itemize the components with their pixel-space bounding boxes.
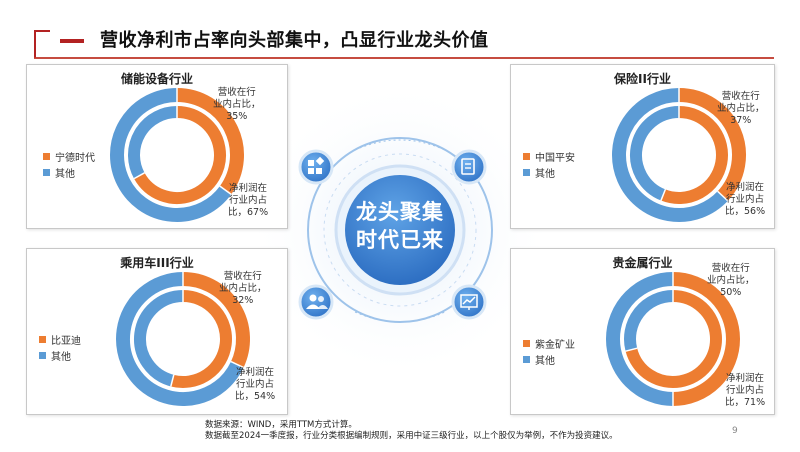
profit-share-label: 净利润在 行业内占 比，56% <box>725 182 766 217</box>
slide-title: 营收净利市占率向头部集中，凸显行业龙头价值 <box>100 30 489 51</box>
legend-item-others: 其他 <box>39 347 81 363</box>
profit-ring-separator <box>133 172 145 180</box>
profit-ring-others-segment <box>134 290 184 387</box>
center-slogan-line2: 时代已来 <box>356 228 444 252</box>
chart-legend: 比亚迪 其他 <box>39 331 81 363</box>
legend-label: 其他 <box>535 168 555 180</box>
legend-swatch <box>523 355 530 363</box>
users-icon <box>298 284 334 320</box>
legend-label: 其他 <box>51 351 71 363</box>
panel-passenger-car: 乘用车III行业 比亚迪 其他 营收在行 业内占比， 32% 净利润在 行业内占 比，5… <box>26 248 288 415</box>
revenue-ring-others-segment <box>116 272 244 406</box>
legend-item-leader: 比亚迪 <box>39 331 81 347</box>
revenue-ring-separator <box>717 190 729 202</box>
legend-swatch <box>39 335 46 343</box>
legend-label: 比亚迪 <box>51 335 81 347</box>
legend-item-leader: 紫金矿业 <box>523 335 575 351</box>
revenue-share-label: 营收在行 业内占比， 37% <box>717 91 765 126</box>
profit-ring-others-segment <box>624 290 674 352</box>
source-line-2: 数据截至2024一季度报，行业分类根据编制规则，采用中证三级行业，以上个股仅为举… <box>205 431 618 441</box>
chart-legend: 宁德时代 其他 <box>43 148 95 180</box>
profit-ring-leader-segment <box>134 106 226 204</box>
revenue-ring-separator <box>219 185 232 195</box>
profit-ring-separator <box>625 347 638 352</box>
legend-label: 紫金矿业 <box>535 339 575 351</box>
chart-legend: 紫金矿业 其他 <box>523 335 575 367</box>
revenue-ring-others-segment <box>110 88 232 222</box>
legend-item-leader: 宁德时代 <box>43 148 95 164</box>
profit-ring-separator <box>660 189 667 201</box>
revenue-ring-others-segment <box>606 272 674 406</box>
revenue-ring-separator <box>230 360 244 369</box>
legend-swatch <box>39 351 46 359</box>
profit-ring-leader-segment <box>625 290 722 388</box>
profit-share-label: 净利润在 行业内占 比，71% <box>725 373 766 408</box>
profit-ring-separator <box>170 374 175 387</box>
orbit-arrow-bottom <box>354 311 446 323</box>
revenue-share-label: 营收在行 业内占比， 35% <box>213 87 261 122</box>
core-circle <box>345 175 455 285</box>
panel-title: 乘用车III行业 <box>120 256 194 270</box>
donut-chart <box>612 88 746 222</box>
legend-swatch <box>523 152 530 160</box>
orbit-arrow-top <box>354 139 446 151</box>
panel-energy-storage: 储能设备行业 宁德时代 其他 营收在行 业内占比， 35% 净利润在 行业内占 比，67… <box>26 64 288 229</box>
panel-insurance: 保险II行业 中国平安 其他 营收在行 业内占比， 37% 净利润在 行业内占 比，56… <box>510 64 775 229</box>
donut-chart <box>110 88 244 222</box>
revenue-ring-others-segment <box>612 88 728 222</box>
legend-label: 中国平安 <box>535 152 575 164</box>
data-source-note: 数据来源：WIND，采用TTM方式计算。 数据截至2024一季度报，行业分类根据… <box>205 420 618 442</box>
panel-title: 保险II行业 <box>614 72 671 86</box>
profit-ring-leader-segment <box>660 106 728 204</box>
profit-ring-others-segment <box>630 106 680 201</box>
profit-share-label: 净利润在 行业内占 比，67% <box>228 183 269 218</box>
panel-title: 储能设备行业 <box>120 72 193 86</box>
source-line-1: 数据来源：WIND，采用TTM方式计算。 <box>205 420 357 430</box>
title-dash-decoration <box>60 39 84 43</box>
legend-item-leader: 中国平安 <box>523 148 575 164</box>
chart-legend: 中国平安 其他 <box>523 148 575 180</box>
revenue-ring-leader-segment <box>678 88 746 201</box>
revenue-ring-leader-segment <box>176 88 244 195</box>
title-bracket-decoration <box>34 30 50 58</box>
donut-chart <box>606 272 740 406</box>
slide-header: 营收净利市占率向头部集中，凸显行业龙头价值 <box>0 0 800 62</box>
legend-item-others: 其他 <box>43 164 95 180</box>
chart-icon <box>451 284 487 320</box>
orbit-dashed-ring <box>323 153 477 307</box>
profit-ring-others-segment <box>128 106 178 179</box>
revenue-share-label: 营收在行 业内占比， 50% <box>707 263 755 298</box>
profit-ring-leader-segment <box>170 290 232 388</box>
legend-swatch <box>43 152 50 160</box>
legend-label: 其他 <box>55 168 75 180</box>
center-slogan-line1: 龙头聚集 <box>356 200 444 224</box>
revenue-share-label: 营收在行 业内占比， 32% <box>219 271 267 306</box>
center-slogan: 龙头聚集 时代已来 <box>340 198 460 254</box>
legend-label: 其他 <box>535 355 555 367</box>
legend-swatch <box>43 168 50 176</box>
revenue-ring-leader-segment <box>672 272 740 406</box>
legend-swatch <box>523 168 530 176</box>
page-number: 9 <box>732 426 738 436</box>
legend-swatch <box>523 339 530 347</box>
legend-item-others: 其他 <box>523 164 575 180</box>
panel-title: 贵金属行业 <box>612 256 673 270</box>
panel-precious-metals: 贵金属行业 紫金矿业 其他 营收在行 业内占比， 50% 净利润在 行业内占 比，71% <box>510 248 775 415</box>
grid-icon <box>298 149 334 185</box>
legend-label: 宁德时代 <box>55 152 95 164</box>
title-underline <box>34 57 774 59</box>
document-icon <box>451 149 487 185</box>
legend-item-others: 其他 <box>523 351 575 367</box>
revenue-ring-leader-segment <box>182 272 250 368</box>
profit-share-label: 净利润在 行业内占 比，54% <box>235 367 276 402</box>
donut-chart <box>116 272 250 406</box>
